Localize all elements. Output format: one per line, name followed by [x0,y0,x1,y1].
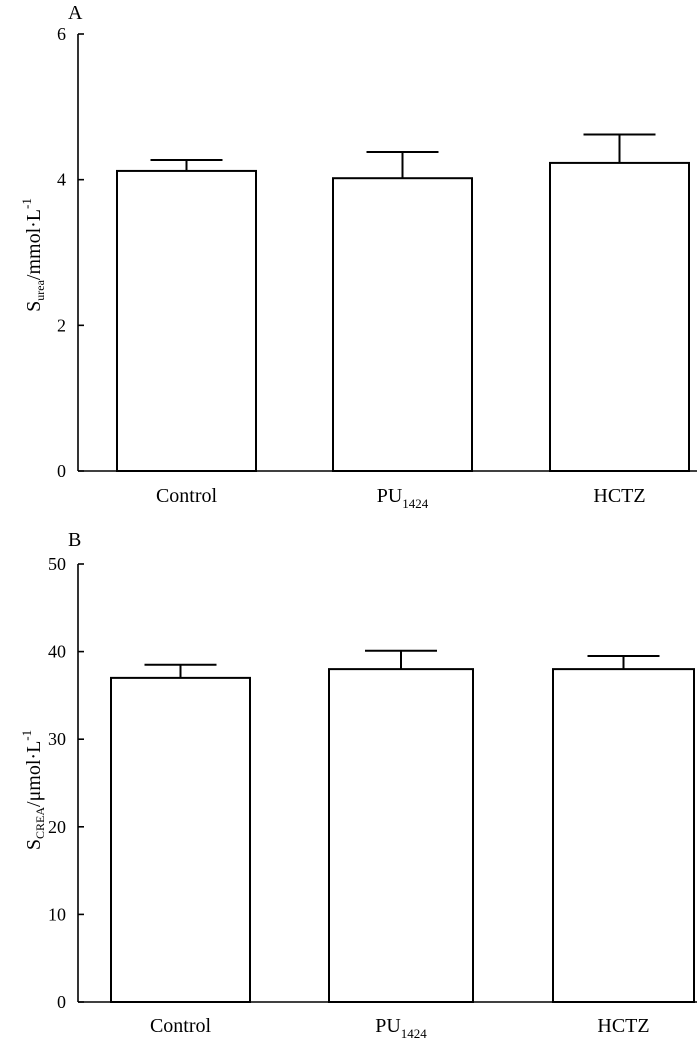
panel-b-letter: B [68,529,81,551]
panel-a-ylabel-sup: -1 [19,198,34,209]
panel-a-bar [332,177,473,473]
panel-a-y-tick-label: 2 [57,315,66,335]
panel-b-bar [328,668,474,1003]
panel-b-x-category-label: HCTZ [597,1015,649,1037]
panel-a-ylabel-sub: urea [33,279,47,300]
panel-a-x-category-label: PU1424 [377,485,429,511]
svg-text:Surea/mmol·L-1: Surea/mmol·L-1 [19,198,47,312]
panel-b-ylabel-rest: /μmol·L [23,741,45,807]
panel-a: A Surea/mmol·L-1 0 2 4 6 Control PU1424 HCTZ [19,2,697,511]
panel-a-x-category-label: HCTZ [593,485,645,507]
panel-a-y-tick-label: 6 [57,24,66,44]
panel-a-bar [116,169,257,472]
panel-b-y-tick-label: 30 [48,729,66,749]
panel-b-x-category-label: Control [150,1015,212,1037]
panel-b-bar [552,668,695,1003]
panel-b-x-category-label: PU1424 [375,1015,427,1039]
panel-b-ylabel-sup: -1 [19,730,34,741]
panel-a-x-category-label: Control [156,485,218,507]
panel-a-y-tick-label: 4 [57,170,66,190]
panel-b-bar [110,676,251,1003]
panel-a-ylabel: Surea/mmol·L-1 [19,198,47,312]
panel-b-y-tick-label: 40 [48,642,66,662]
panel-a-bar [549,161,690,472]
panel-b-ylabel: SCREA/μmol·L-1 [19,730,47,850]
panel-a-letter: A [68,2,83,24]
panel-b-ylabel-sub: CREA [33,807,47,839]
panel-a-ylabel-rest: /mmol·L [23,209,45,280]
panel-a-ylabel-base: S [23,301,45,312]
svg-text:SCREA/μmol·L-1: SCREA/μmol·L-1 [19,730,47,850]
panel-b-ylabel-base: S [23,839,45,850]
panel-b: B SCREA/μmol·L-1 0 10 20 30 40 50 Control PU142… [19,529,697,1039]
panel-b-y-tick-label: 10 [48,904,66,924]
panel-b-y-tick-label: 20 [48,817,66,837]
panel-b-y-tick-label: 50 [48,554,66,574]
panel-a-y-tick-label: 0 [57,461,66,481]
panel-b-y-tick-label: 0 [57,992,66,1012]
